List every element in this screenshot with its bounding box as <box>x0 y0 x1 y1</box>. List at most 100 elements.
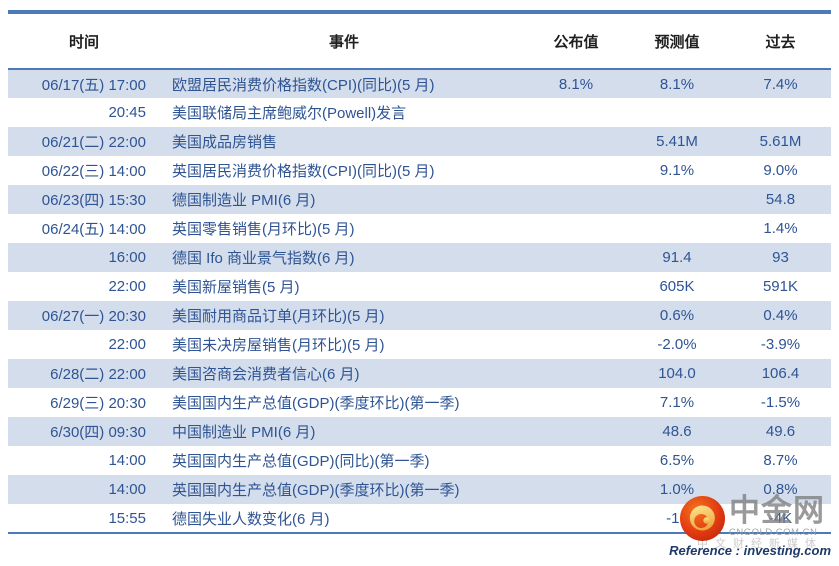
cell-published <box>528 98 624 127</box>
table-body: 06/17(五) 17:00 欧盟居民消费价格指数(CPI)(同比)(5 月) 8.… <box>8 69 831 533</box>
cell-past: -3.9% <box>760 336 801 353</box>
table-row: 6/28(二) 22:00 美国咨商会消费者信心(6 月) 104.0 106.4 <box>8 359 831 388</box>
cell-time: 16:00 <box>108 249 146 266</box>
header-row: 时间 事件 公布值 预测值 过去 <box>8 12 831 70</box>
cell-time: 20:45 <box>108 104 146 121</box>
cell-forecast: 91.4 <box>662 249 692 266</box>
reference-note: Reference : investing.com <box>669 543 831 558</box>
cell-event: 英国国内生产总值(GDP)(同比)(第一季) <box>172 453 430 470</box>
table-row: 6/29(三) 20:30 美国国内生产总值(GDP)(季度环比)(第一季) 7.1… <box>8 388 831 417</box>
cell-past: -4K <box>768 509 793 527</box>
cell-published <box>528 214 624 243</box>
table-row: 20:45 美国联储局主席鲍威尔(Powell)发言 <box>8 98 831 127</box>
header-forecast: 预测值 <box>624 12 730 70</box>
table-row: 14:00 英国国内生产总值(GDP)(同比)(第一季) 6.5% 8.7% <box>8 446 831 475</box>
cell-time: 06/17(五) 17:00 <box>41 76 146 94</box>
header-event: 事件 <box>160 12 528 70</box>
cell-forecast: 7.1% <box>659 394 695 411</box>
cell-published <box>528 417 624 446</box>
economic-calendar-table: 时间 事件 公布值 预测值 过去 06/17(五) 17:00 欧盟居民消费价格指… <box>8 10 831 534</box>
table-row: 16:00 德国 Ifo 商业景气指数(6 月) 91.4 93 <box>8 243 831 272</box>
cell-time: 6/28(二) 22:00 <box>50 366 146 383</box>
cell-time: 22:00 <box>108 278 146 295</box>
cell-event: 美国成品房销售 <box>172 134 278 151</box>
cell-published <box>528 446 624 475</box>
cell-published <box>528 330 624 359</box>
cell-forecast <box>624 98 730 127</box>
cell-forecast: 605K <box>659 278 695 295</box>
cell-time: 06/24(五) 14:00 <box>41 221 146 238</box>
cell-event: 英国国内生产总值(GDP)(季度环比)(第一季) <box>172 482 460 499</box>
cell-time: 22:00 <box>108 336 146 353</box>
cell-forecast: 48.6 <box>662 423 692 440</box>
cell-past: 93 <box>772 249 789 266</box>
cell-time: 6/30(四) 09:30 <box>50 424 146 441</box>
header-past: 过去 <box>730 12 831 70</box>
cell-forecast: 0.6% <box>659 307 695 324</box>
cell-forecast: 104.0 <box>658 365 696 382</box>
cell-event: 美国咨商会消费者信心(6 月) <box>172 366 360 383</box>
cell-forecast <box>624 185 730 214</box>
cell-event: 美国新屋销售(5 月) <box>172 279 300 296</box>
cell-past: 106.4 <box>761 365 800 382</box>
cell-event: 美国国内生产总值(GDP)(季度环比)(第一季) <box>172 395 460 412</box>
header-time: 时间 <box>8 12 160 70</box>
cell-event: 中国制造业 PMI(6 月) <box>172 424 316 441</box>
cell-published <box>528 504 624 533</box>
cell-past: 5.61M <box>759 133 802 150</box>
cell-event: 英国居民消费价格指数(CPI)(同比)(5 月) <box>172 163 435 180</box>
table-row: 06/24(五) 14:00 英国零售销售(月环比)(5 月) 1.4% <box>8 214 831 243</box>
cell-event: 美国未决房屋销售(月环比)(5 月) <box>172 337 385 354</box>
brand-domain: CNGOLD.COM.CN <box>729 527 818 538</box>
cell-event: 英国零售销售(月环比)(5 月) <box>172 221 355 238</box>
cell-time: 14:00 <box>108 481 146 498</box>
cell-published <box>528 359 624 388</box>
cell-past: 49.6 <box>765 423 796 440</box>
brand-tagline: 中文财经新媒体 <box>697 538 823 550</box>
cell-time: 06/21(二) 22:00 <box>41 134 146 151</box>
table-row: 22:00 美国新屋销售(5 月) 605K 591K <box>8 272 831 301</box>
cell-time: 15:55 <box>108 509 146 527</box>
cell-forecast <box>624 214 730 243</box>
cell-past: 7.4% <box>763 75 798 93</box>
cell-forecast: 1.0% <box>659 481 695 498</box>
cell-published <box>528 156 624 185</box>
cell-forecast: 9.1% <box>659 162 695 179</box>
cell-time: 06/22(三) 14:00 <box>41 163 146 180</box>
cngold-logo-icon <box>680 496 725 541</box>
header-published: 公布值 <box>528 12 624 70</box>
cell-event: 欧盟居民消费价格指数(CPI)(同比)(5 月) <box>172 76 435 94</box>
cell-time: 14:00 <box>108 452 146 469</box>
cell-past: 591K <box>762 278 799 295</box>
cell-published: 8.1% <box>558 75 594 93</box>
table-row: 06/22(三) 14:00 英国居民消费价格指数(CPI)(同比)(5 月) 9.… <box>8 156 831 185</box>
table-row: 6/30(四) 09:30 中国制造业 PMI(6 月) 48.6 49.6 <box>8 417 831 446</box>
cell-time: 6/29(三) 20:30 <box>50 395 146 412</box>
cell-past <box>730 98 831 127</box>
cell-past: 0.8% <box>763 481 798 498</box>
cell-published <box>528 127 624 156</box>
cell-past: 1.4% <box>763 220 798 237</box>
cell-past: 8.7% <box>763 452 798 469</box>
table-row: 22:00 美国未决房屋销售(月环比)(5 月) -2.0% -3.9% <box>8 330 831 359</box>
cell-event: 德国制造业 PMI(6 月) <box>172 192 316 209</box>
cell-published <box>528 301 624 330</box>
cell-past: 9.0% <box>763 162 798 179</box>
cell-published <box>528 272 624 301</box>
brand-name: 中金网 <box>729 493 825 528</box>
cell-event: 德国 Ifo 商业景气指数(6 月) <box>172 250 355 267</box>
table-header: 时间 事件 公布值 预测值 过去 <box>8 12 831 70</box>
cell-forecast: 6.5% <box>659 452 695 469</box>
cell-published <box>528 475 624 504</box>
table-row: 06/27(一) 20:30 美国耐用商品订单(月环比)(5 月) 0.6% 0.4% <box>8 301 831 330</box>
table-row: 06/21(二) 22:00 美国成品房销售 5.41M 5.61M <box>8 127 831 156</box>
cell-event: 德国失业人数变化(6 月) <box>172 510 330 528</box>
cell-event: 美国耐用商品订单(月环比)(5 月) <box>172 308 385 325</box>
table-row: 14:00 英国国内生产总值(GDP)(季度环比)(第一季) 1.0% 0.8% <box>8 475 831 504</box>
cell-event: 美国联储局主席鲍威尔(Powell)发言 <box>172 105 407 122</box>
cell-published <box>528 185 624 214</box>
cell-past: 54.8 <box>765 191 796 208</box>
cell-published <box>528 388 624 417</box>
table-row: 06/17(五) 17:00 欧盟居民消费价格指数(CPI)(同比)(5 月) 8.… <box>8 69 831 98</box>
